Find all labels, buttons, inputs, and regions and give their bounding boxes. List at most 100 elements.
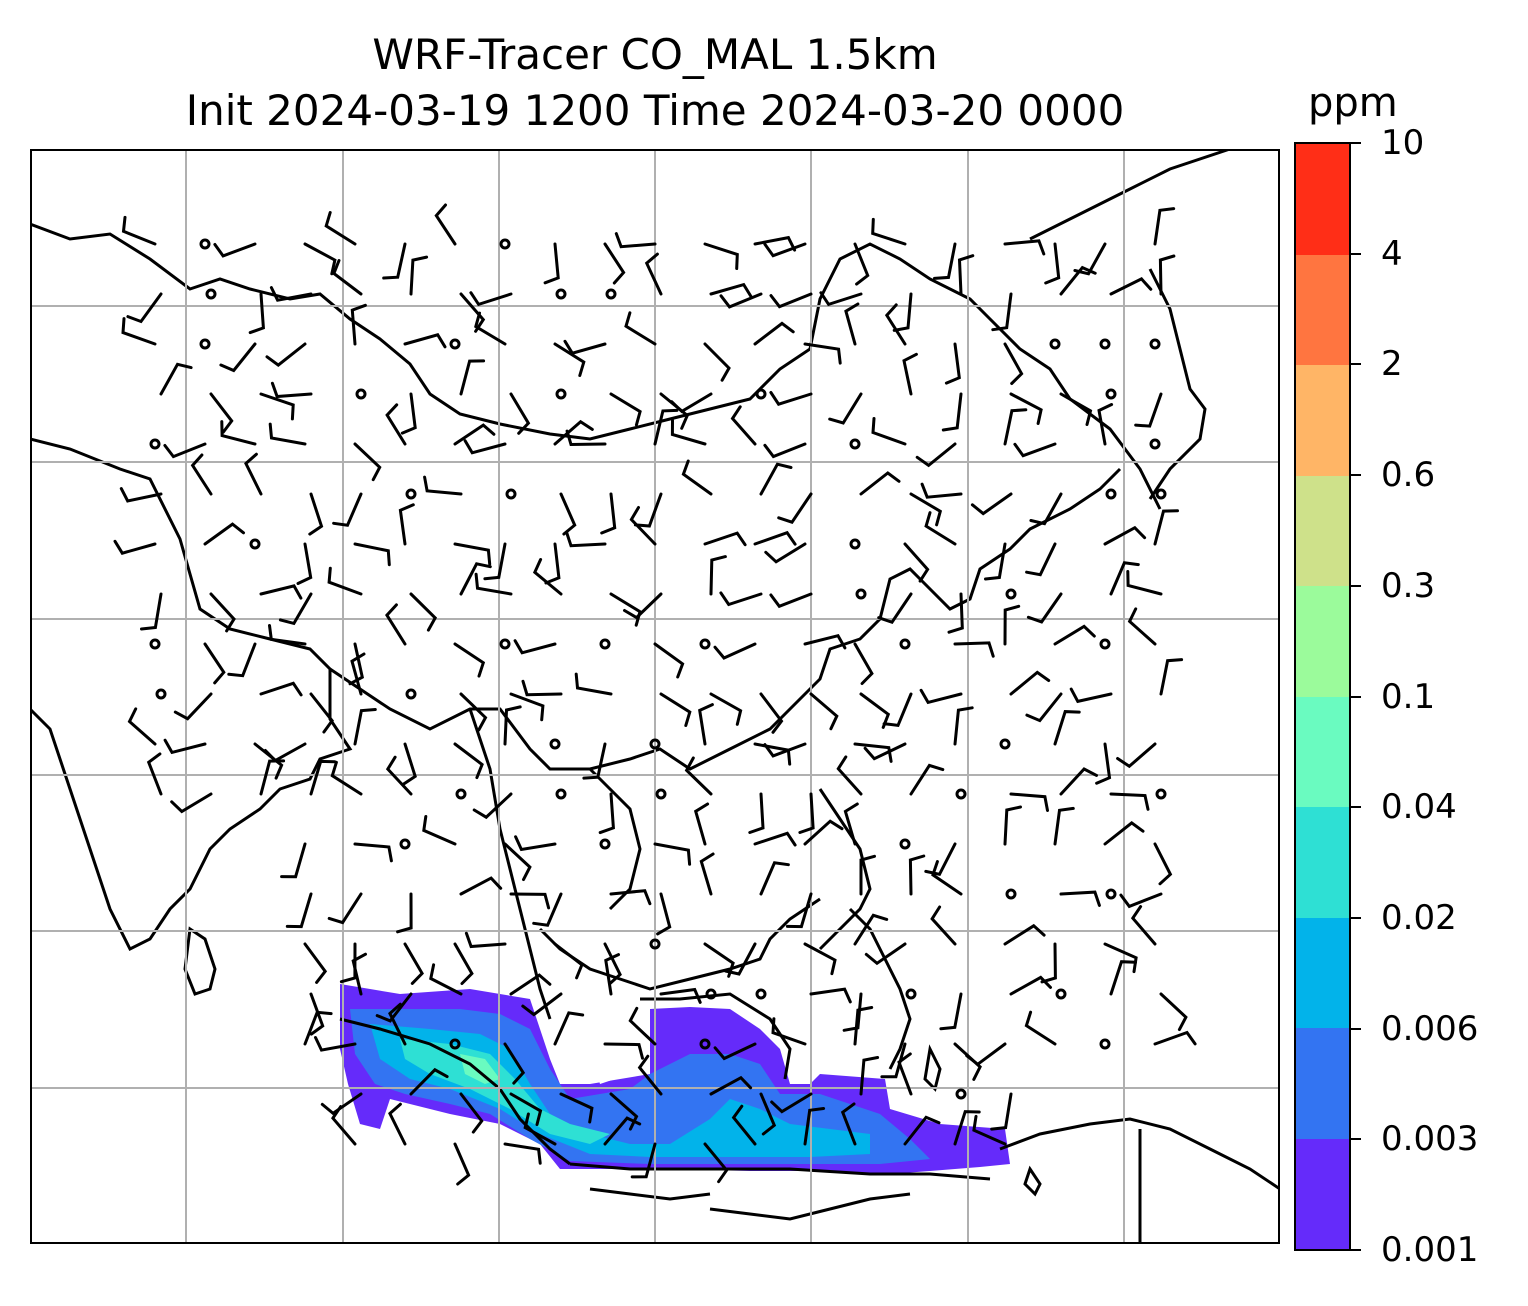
wind-barb <box>1153 207 1176 246</box>
wind-barb <box>769 391 813 406</box>
colorbar-tick-label: 10 <box>1381 123 1425 163</box>
wind-barb <box>463 439 507 455</box>
colorbar-tick <box>1351 695 1361 698</box>
wind-barb <box>163 442 207 459</box>
wind-barb <box>713 1042 757 1061</box>
calm-wind-marker <box>249 538 261 550</box>
wind-barb <box>353 842 393 863</box>
wind-barb <box>953 1042 982 1081</box>
wind-barb <box>953 1110 981 1146</box>
wind-barb <box>429 963 463 996</box>
wind-barb <box>1040 942 1057 984</box>
calm-wind-marker <box>505 488 517 500</box>
wind-barb <box>656 892 672 936</box>
wind-barb <box>719 591 763 607</box>
colorbar-tick <box>1351 806 1361 809</box>
wind-barb <box>146 752 163 796</box>
wind-barb <box>1103 942 1138 974</box>
calm-wind-marker <box>149 638 161 650</box>
wind-barb <box>941 392 963 432</box>
calm-wind-marker <box>199 238 211 250</box>
wind-barb <box>1159 658 1184 696</box>
wind-barb <box>563 339 607 355</box>
wind-barb <box>939 992 963 1031</box>
calm-wind-marker <box>199 338 211 350</box>
wind-barb <box>503 842 532 882</box>
wind-barb <box>653 642 685 679</box>
calm-wind-marker <box>705 988 717 1000</box>
wind-barb <box>521 992 563 1017</box>
wind-barb <box>1009 392 1043 425</box>
colorbar-tick <box>1351 916 1361 919</box>
colorbar-tick <box>1351 1138 1361 1141</box>
wind-barb <box>303 242 337 276</box>
wind-barb <box>303 942 328 984</box>
wind-barb <box>459 876 503 896</box>
calm-wind-marker <box>399 838 411 850</box>
wind-barb <box>396 892 413 934</box>
wind-barb <box>163 738 207 755</box>
wind-barb <box>203 522 245 546</box>
wind-barb <box>1116 742 1157 769</box>
wind-barb <box>453 742 484 780</box>
wind-barb <box>753 530 797 546</box>
wind-barb <box>1003 342 1024 385</box>
calm-wind-marker <box>549 738 561 750</box>
calm-wind-marker <box>499 238 511 250</box>
calm-wind-marker <box>405 688 417 700</box>
wind-barb <box>314 1036 357 1052</box>
colorbar-tick-label: 0.3 <box>1381 565 1436 606</box>
calm-wind-marker <box>405 488 417 500</box>
wind-barb <box>603 242 626 285</box>
wind-barb <box>877 592 913 624</box>
wind-barb <box>908 854 926 896</box>
wind-barb <box>1024 1010 1057 1046</box>
wind-barb <box>630 1142 657 1179</box>
calm-wind-marker <box>1005 888 1017 900</box>
wind-barb <box>809 692 839 731</box>
wind-barb <box>303 1010 333 1046</box>
wind-barb <box>1097 403 1114 446</box>
wind-barb <box>1130 905 1157 946</box>
wind-barb <box>409 255 429 296</box>
wind-barb <box>209 392 234 434</box>
wind-barb <box>931 860 963 896</box>
colorbar-segment <box>1296 1138 1349 1249</box>
calm-wind-marker <box>555 288 567 300</box>
wind-barb <box>653 408 679 446</box>
wind-barb <box>121 215 157 246</box>
wind-barb <box>244 452 263 496</box>
calm-wind-marker <box>1105 888 1117 900</box>
calm-wind-marker <box>655 788 667 800</box>
calm-wind-marker <box>205 288 217 300</box>
wind-barb <box>1003 408 1028 446</box>
wind-barb <box>353 442 382 482</box>
plume-max <box>460 1054 500 1084</box>
calm-wind-marker <box>449 1038 461 1050</box>
wind-barb <box>681 459 713 496</box>
wind-barb <box>859 854 876 896</box>
wind-barb <box>1003 805 1022 846</box>
wind-barb <box>434 203 457 246</box>
wind-barb <box>991 292 1013 332</box>
wind-barb <box>1126 570 1163 596</box>
wind-barb <box>1153 842 1173 886</box>
colorbar-segment <box>1296 144 1349 255</box>
colorbar-tick <box>1351 142 1361 144</box>
wind-barb <box>892 292 913 332</box>
colorbar-segment <box>1296 807 1349 918</box>
wind-barb <box>469 291 513 307</box>
wind-barb <box>127 707 157 746</box>
wind-barb <box>902 352 918 396</box>
wind-barb <box>324 211 357 246</box>
calm-wind-marker <box>449 338 461 350</box>
wind-barb <box>309 759 337 796</box>
co-tracer-field <box>340 984 1010 1174</box>
wind-barb <box>253 742 284 780</box>
wind-barb <box>453 423 496 446</box>
wind-barb <box>513 639 557 655</box>
wind-barb <box>777 492 813 524</box>
wind-barb <box>759 861 790 896</box>
wind-barb <box>1026 592 1063 624</box>
wind-barb <box>327 566 363 596</box>
